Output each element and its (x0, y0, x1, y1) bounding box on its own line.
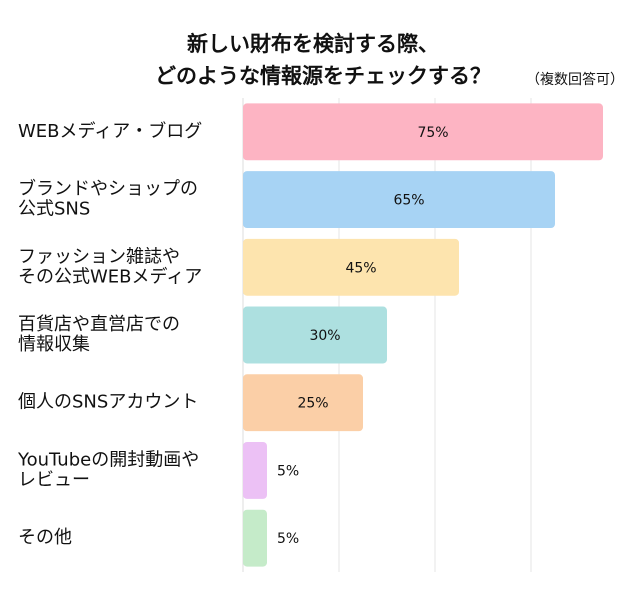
bar (243, 103, 603, 161)
y-tick-label: その他 (18, 527, 72, 548)
chart-title: どのような情報源をチェックする？ (155, 64, 491, 88)
y-tick-label: ブランドやショップの (18, 178, 198, 200)
value-label: 5% (277, 531, 299, 547)
value-label: 75% (417, 125, 448, 141)
y-tick-label: WEBメディア・ブログ (18, 120, 202, 142)
y-tick-label: 情報収集 (18, 334, 90, 355)
y-tick-label: 個人のSNSアカウント (18, 392, 198, 413)
bar (243, 171, 555, 229)
value-label: 5% (277, 463, 299, 479)
bar (243, 306, 387, 364)
value-label: 25% (297, 396, 328, 412)
y-tick-label: 公式SNS (18, 199, 90, 220)
value-label: 65% (393, 193, 424, 209)
value-label: 30% (309, 328, 340, 344)
bar (243, 509, 267, 567)
y-tick-label: ファッション雑誌や (18, 246, 180, 267)
bar (243, 441, 267, 499)
bar (243, 374, 363, 432)
bar (243, 238, 459, 296)
value-label: 45% (345, 260, 376, 276)
y-tick-label: YouTubeの開封動画や (17, 449, 199, 470)
y-tick-label: 百貨店や直営店での (18, 314, 180, 335)
chart-subtitle: （複数回答可） (526, 71, 624, 88)
y-tick-label: その公式WEBメディア (18, 266, 202, 287)
y-tick-label: レビュー (18, 469, 90, 490)
chart-title: 新しい財布を検討する際、 (187, 32, 439, 56)
